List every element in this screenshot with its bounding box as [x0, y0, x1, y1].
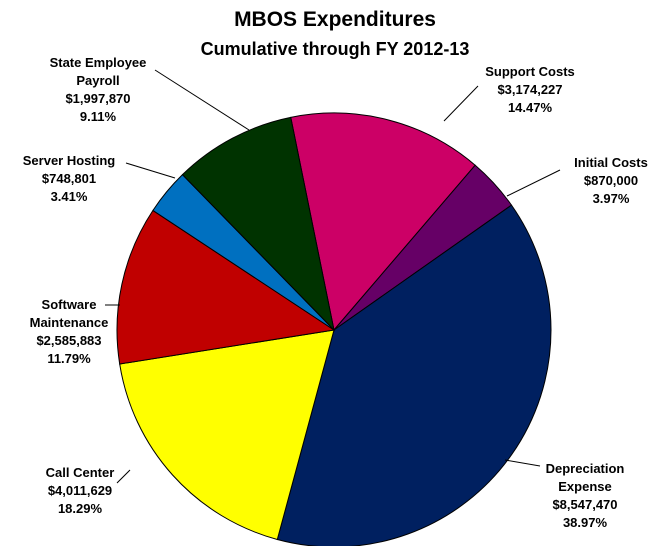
- leader-lines: [105, 69, 561, 484]
- label-depreciation-expense: Depreciation Expense $8,547,470 38.97%: [546, 461, 625, 530]
- slice-label-name: Depreciation: [546, 461, 625, 476]
- slice-label-name: Software: [42, 297, 97, 312]
- slice-call-center: [119, 329, 335, 541]
- pie-slices: [116, 112, 552, 546]
- slice-label-value: $870,000: [584, 173, 638, 188]
- chart-title: MBOS Expenditures: [234, 8, 436, 31]
- slice-label-percent: 11.79%: [47, 351, 91, 366]
- label-initial-costs: Initial Costs $870,000 3.97%: [574, 155, 648, 206]
- slice-label-value: $1,997,870: [65, 91, 130, 106]
- leader-line-state-employee-payroll: [154, 69, 250, 131]
- slice-label-name: Payroll: [76, 73, 119, 88]
- label-state-employee-payroll: State Employee Payroll $1,997,870 9.11%: [50, 55, 147, 124]
- label-software-maintenance: Software Maintenance $2,585,883 11.79%: [30, 297, 109, 366]
- slice-label-name: State Employee: [50, 55, 147, 70]
- slice-label-name: Call Center: [46, 465, 115, 480]
- slice-label-percent: 3.41%: [51, 189, 88, 204]
- slice-label-value: $8,547,470: [552, 497, 617, 512]
- leader-line-support-costs: [443, 85, 479, 122]
- slice-software-maintenance: [116, 209, 336, 365]
- slice-label-percent: 9.11%: [80, 109, 117, 124]
- slice-labels: Support Costs $3,174,227 14.47% Initial Cos…: [23, 55, 648, 530]
- leader-line-initial-costs: [506, 169, 561, 197]
- slice-label-value: $3,174,227: [497, 82, 562, 97]
- slice-label-percent: 14.47%: [508, 100, 553, 115]
- slice-label-value: $2,585,883: [36, 333, 101, 348]
- label-server-hosting: Server Hosting $748,801 3.41%: [23, 153, 116, 204]
- slice-label-name: Expense: [558, 479, 611, 494]
- label-call-center: Call Center $4,011,629 18.29%: [46, 465, 115, 516]
- slice-label-name: Support Costs: [485, 64, 575, 79]
- slice-depreciation-expense: [276, 204, 552, 546]
- slice-label-percent: 3.97%: [593, 191, 630, 206]
- slice-label-percent: 18.29%: [58, 501, 103, 516]
- label-support-costs: Support Costs $3,174,227 14.47%: [485, 64, 575, 115]
- slice-support-costs: [290, 112, 476, 332]
- slice-label-name: Initial Costs: [574, 155, 648, 170]
- slice-label-name: Maintenance: [30, 315, 109, 330]
- leader-line-depreciation-expense: [504, 459, 541, 467]
- leader-line-server-hosting: [125, 162, 176, 179]
- leader-line-call-center: [116, 469, 131, 484]
- slice-label-value: $4,011,629: [48, 483, 112, 498]
- slice-label-value: $748,801: [42, 171, 96, 186]
- slice-state-employee-payroll: [181, 116, 335, 332]
- slice-label-percent: 38.97%: [563, 515, 608, 530]
- slice-label-name: Server Hosting: [23, 153, 116, 168]
- chart-subtitle: Cumulative through FY 2012-13: [201, 39, 470, 59]
